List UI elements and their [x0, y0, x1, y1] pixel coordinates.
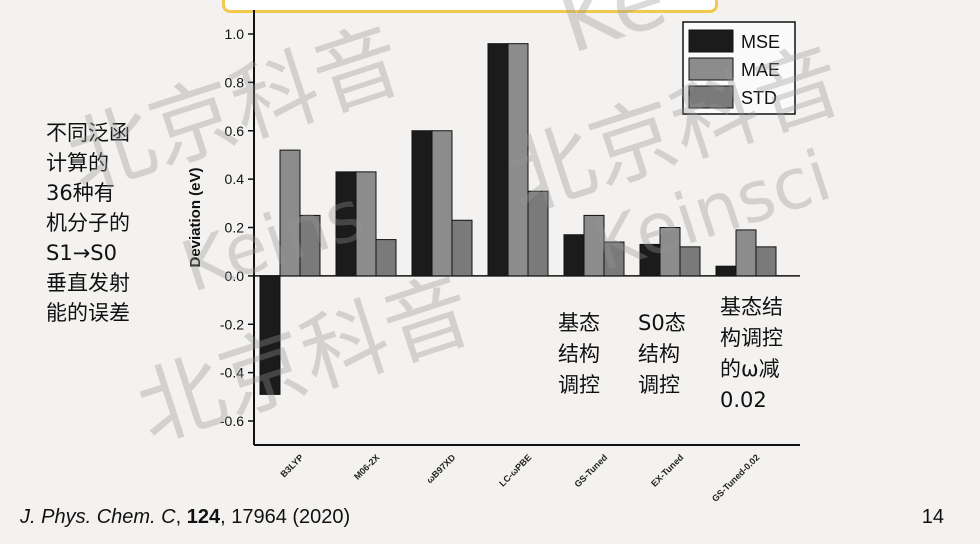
annotation-line: 基态结: [720, 295, 783, 319]
side-note-line: 不同泛函: [46, 121, 130, 145]
bar-mae: [583, 214, 605, 277]
x-tick-label: EX-Tuned: [649, 452, 685, 488]
citation-rest: , 17964 (2020): [220, 506, 351, 528]
bar-mse: [715, 265, 737, 277]
bar-mae: [507, 43, 529, 277]
x-tick-label: B3LYP: [278, 452, 305, 479]
annotation-gs-tuned: 基态 结构 调控: [558, 308, 600, 401]
y-tick-label: 0.0: [225, 268, 245, 284]
side-note-line: S1→S0: [46, 241, 117, 265]
legend-swatch: [688, 85, 734, 109]
y-tick-label: 0.4: [225, 171, 245, 187]
citation-volume: 124: [186, 506, 221, 528]
y-tick-label: 0.2: [225, 220, 245, 236]
y-tick-label: -0.6: [220, 413, 244, 429]
side-note-line: 计算的: [46, 151, 109, 175]
y-tick-label: 0.6: [225, 123, 245, 139]
side-note-line: 能的误差: [46, 301, 130, 325]
annotation-line: 构调控: [720, 326, 783, 350]
citation: J. Phys. Chem. C, 124, 17964 (2020): [20, 506, 350, 529]
y-tick-label: -0.2: [220, 316, 244, 332]
annotation-line: 的ω减: [720, 357, 780, 381]
y-axis-label: Deviation (eV): [187, 167, 204, 267]
annotation-line: 基态: [558, 311, 600, 335]
legend-label: MAE: [741, 60, 780, 80]
x-tick-label: GS-Tuned: [572, 452, 609, 489]
annotation-line: 调控: [558, 373, 600, 397]
side-note: 不同泛函 计算的 36种有 机分子的 S1→S0 垂直发射 能的误差: [46, 118, 166, 328]
x-tick-label: ωB97XD: [424, 452, 457, 485]
bar-mse: [259, 275, 281, 395]
annotation-ex-tuned: S0态 结构 调控: [638, 308, 686, 401]
legend-swatch: [688, 57, 734, 81]
x-tick-label: M06-2X: [352, 452, 381, 481]
x-tick-label: GS-Tuned-0.02: [710, 452, 762, 504]
side-note-line: 垂直发射: [46, 271, 130, 295]
citation-separator: ,: [175, 506, 187, 528]
y-tick-label: 1.0: [225, 26, 245, 42]
annotation-line: 调控: [638, 373, 680, 397]
bar-std: [679, 246, 701, 277]
bar-std: [755, 246, 777, 277]
bar-mae: [431, 130, 453, 277]
legend-swatch: [688, 29, 734, 53]
bar-mse: [563, 234, 585, 277]
top-banner: [222, 0, 718, 13]
bar-mse: [335, 171, 357, 277]
bar-mse: [411, 130, 433, 277]
bar-std: [299, 214, 321, 277]
legend-label: MSE: [741, 32, 780, 52]
bar-mse: [487, 43, 509, 277]
bar-mae: [355, 171, 377, 277]
bar-std: [375, 239, 397, 277]
annotation-gs-tuned-002: 基态结 构调控 的ω减 0.02: [720, 292, 783, 416]
citation-journal: J. Phys. Chem. C: [20, 506, 176, 528]
bar-std: [527, 190, 549, 277]
side-note-line: 机分子的: [46, 211, 130, 235]
bar-std: [451, 219, 473, 277]
bar-mae: [735, 229, 757, 277]
annotation-line: S0态: [638, 311, 686, 335]
annotation-line: 结构: [558, 342, 600, 366]
bar-mae: [279, 149, 301, 277]
side-note-line: 36种有: [46, 181, 115, 205]
x-tick-label: LC-ωPBE: [497, 452, 533, 488]
y-tick-label: -0.4: [220, 365, 244, 381]
slide-number: 14: [921, 506, 944, 528]
annotation-line: 0.02: [720, 388, 767, 412]
legend-label: STD: [741, 88, 777, 108]
bar-mse: [639, 243, 661, 277]
bar-mae: [659, 227, 681, 277]
y-tick-label: 0.8: [225, 74, 245, 90]
bar-std: [603, 241, 625, 277]
annotation-line: 结构: [638, 342, 680, 366]
